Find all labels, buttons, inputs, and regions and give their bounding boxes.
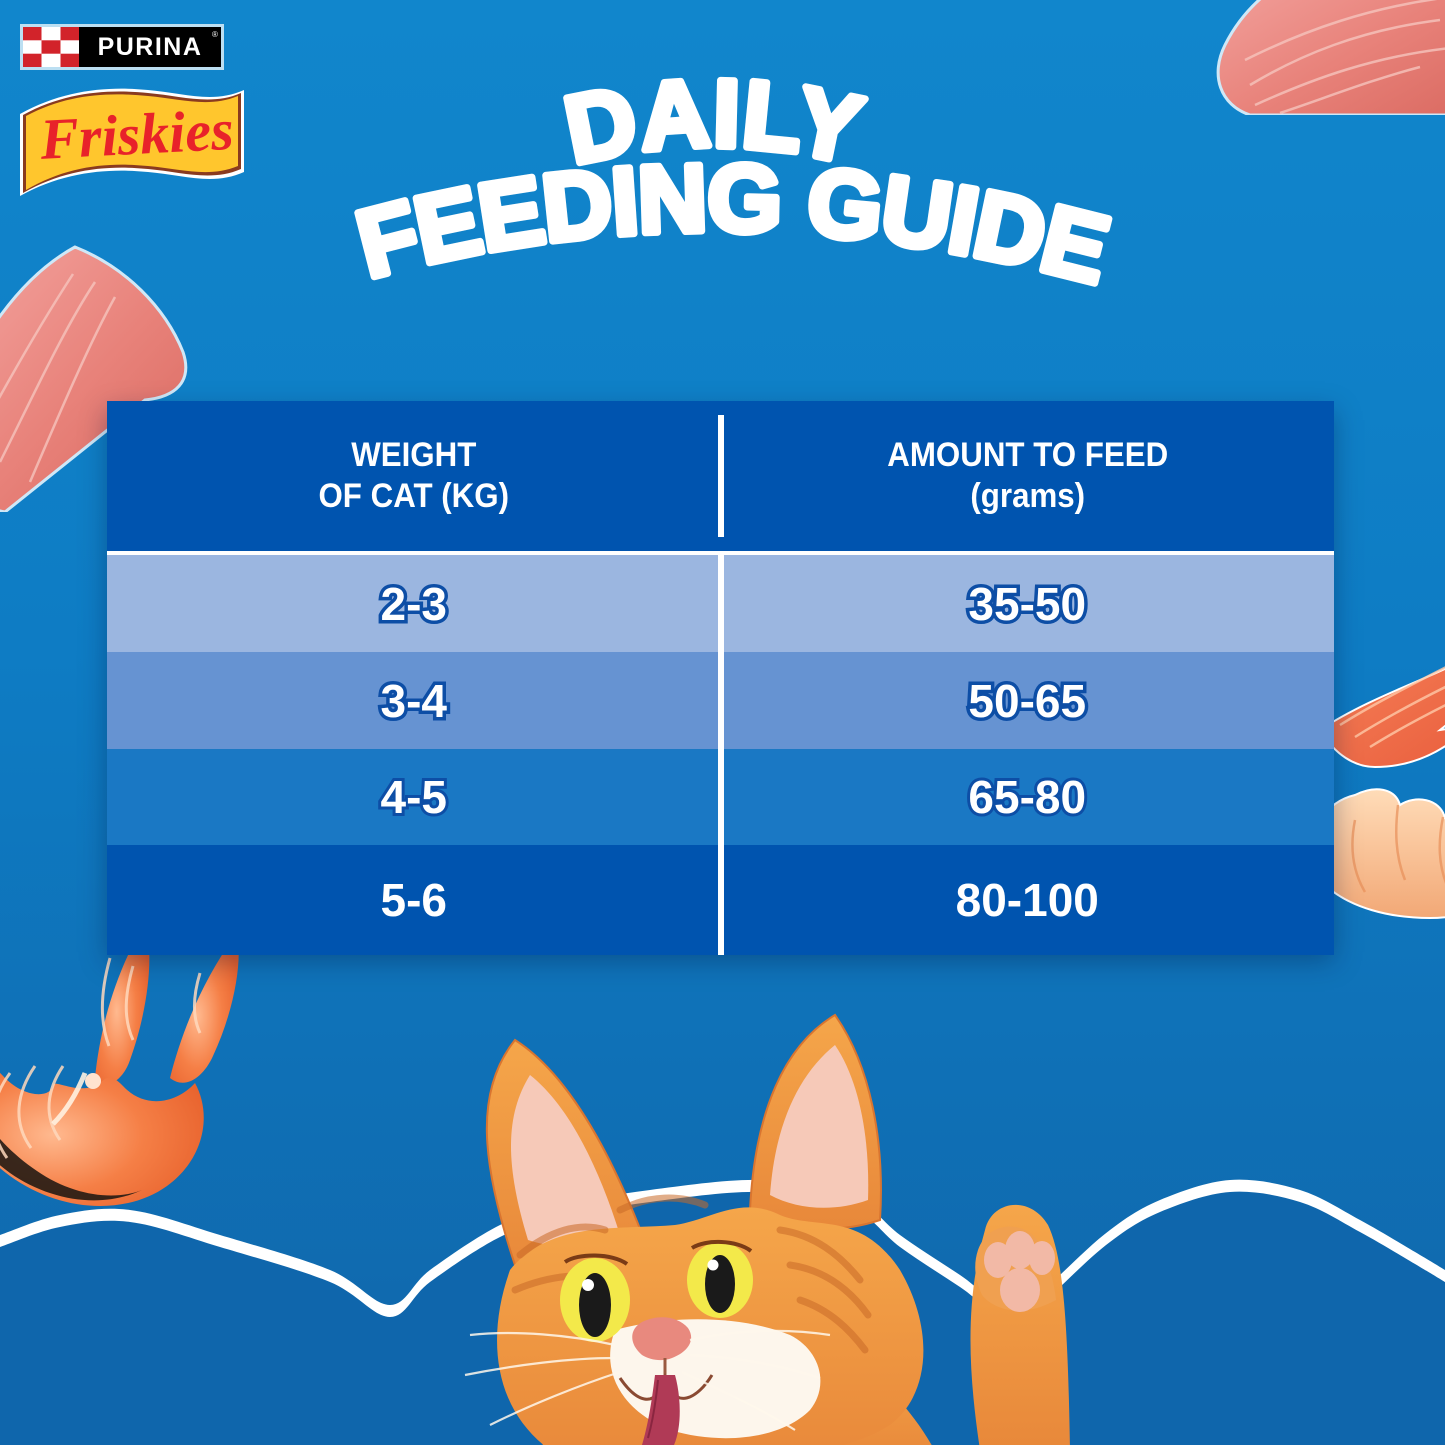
svg-text:FEEDING GUIDE: FEEDING GUIDE bbox=[347, 145, 1118, 304]
